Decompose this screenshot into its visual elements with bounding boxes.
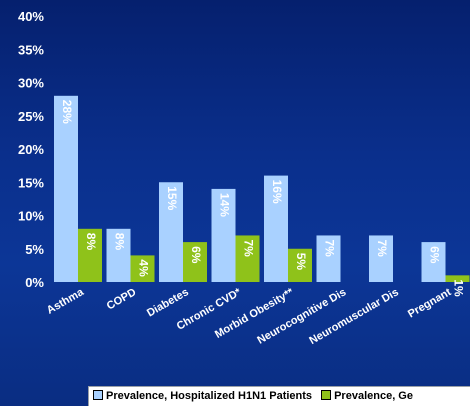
data-label-morbid-obesity-series-1: 16% — [270, 180, 284, 204]
legend-label-hospitalized: Prevalence, Hospitalized H1N1 Patients — [106, 390, 313, 402]
y-tick-label: 5% — [25, 242, 44, 257]
y-tick-label: 20% — [18, 142, 44, 157]
legend-label-general: Prevalence, Ge — [334, 390, 413, 402]
data-label-copd-series-1: 8% — [112, 233, 126, 251]
legend-swatch-hospitalized — [93, 390, 103, 400]
data-label-asthma-series-2: 8% — [84, 233, 98, 251]
data-label-neuromuscular-dis-series-1: 7% — [375, 239, 389, 257]
category-label-pregnant: Pregnant — [406, 286, 454, 320]
data-label-pregnant-series-1: 6% — [427, 246, 441, 264]
data-label-chronic-cvd-series-2: 7% — [241, 239, 255, 257]
y-tick-label: 25% — [18, 109, 44, 124]
bar-pregnant-series-2 — [445, 275, 470, 282]
bar-asthma-series-1 — [54, 95, 78, 282]
y-tick-label: 40% — [18, 9, 44, 24]
data-label-copd-series-2: 4% — [136, 259, 150, 277]
category-label-neuromuscular-dis: Neuromuscular Dis — [307, 286, 400, 347]
category-label-asthma: Asthma — [45, 286, 87, 317]
y-axis: 0% 5% 10% 15% 20% 25% 30% 35% 40% — [18, 9, 44, 290]
data-label-chronic-cvd-series-1: 14% — [217, 193, 231, 217]
bars — [54, 95, 470, 282]
legend-item-general: Prevalence, Ge — [321, 390, 413, 402]
bar-copd-series-1 — [106, 228, 131, 282]
bar-morbid-obesity-series-1 — [264, 175, 288, 282]
category-label-copd: COPD — [105, 286, 139, 312]
legend-item-hospitalized: Prevalence, Hospitalized H1N1 Patients — [93, 390, 312, 402]
category-label-neurocognitive-dis: Neurocognitive Dis — [255, 286, 348, 347]
y-tick-label: 10% — [18, 209, 44, 224]
category-label-diabetes: Diabetes — [145, 286, 191, 319]
bar-copd-series-2 — [130, 255, 155, 282]
legend: Prevalence, Hospitalized H1N1 Patients P… — [88, 386, 470, 406]
data-label-diabetes-series-2: 6% — [189, 246, 203, 264]
data-label-morbid-obesity-series-2: 5% — [294, 253, 308, 271]
bar-diabetes-series-2 — [183, 242, 207, 282]
data-label-asthma-series-1: 28% — [60, 100, 74, 124]
bar-diabetes-series-1 — [159, 182, 183, 282]
y-tick-label: 15% — [18, 175, 44, 190]
y-tick-label: 35% — [18, 42, 44, 57]
data-label-diabetes-series-1: 15% — [165, 186, 179, 210]
y-tick-label: 30% — [18, 76, 44, 91]
legend-swatch-general — [321, 390, 332, 400]
data-label-pregnant-series-2: 1% — [451, 279, 465, 297]
bar-chronic-cvd-series-1 — [211, 188, 236, 282]
data-labels: 28% 8% 8% 4% 15% 6% 14% 7% 16% 5% 7% 7% 6% 1% — [60, 100, 466, 297]
bar-pregnant-series-1 — [421, 242, 446, 282]
y-tick-label: 0% — [25, 275, 44, 290]
bar-neurocognitive-dis-series-1 — [316, 235, 341, 282]
bar-chronic-cvd-series-2 — [235, 235, 260, 282]
bar-asthma-series-2 — [78, 228, 102, 282]
bar-neuromuscular-dis-series-1 — [369, 235, 393, 282]
bar-morbid-obesity-series-2 — [288, 248, 312, 282]
data-label-neurocognitive-dis-series-1: 7% — [322, 239, 336, 257]
